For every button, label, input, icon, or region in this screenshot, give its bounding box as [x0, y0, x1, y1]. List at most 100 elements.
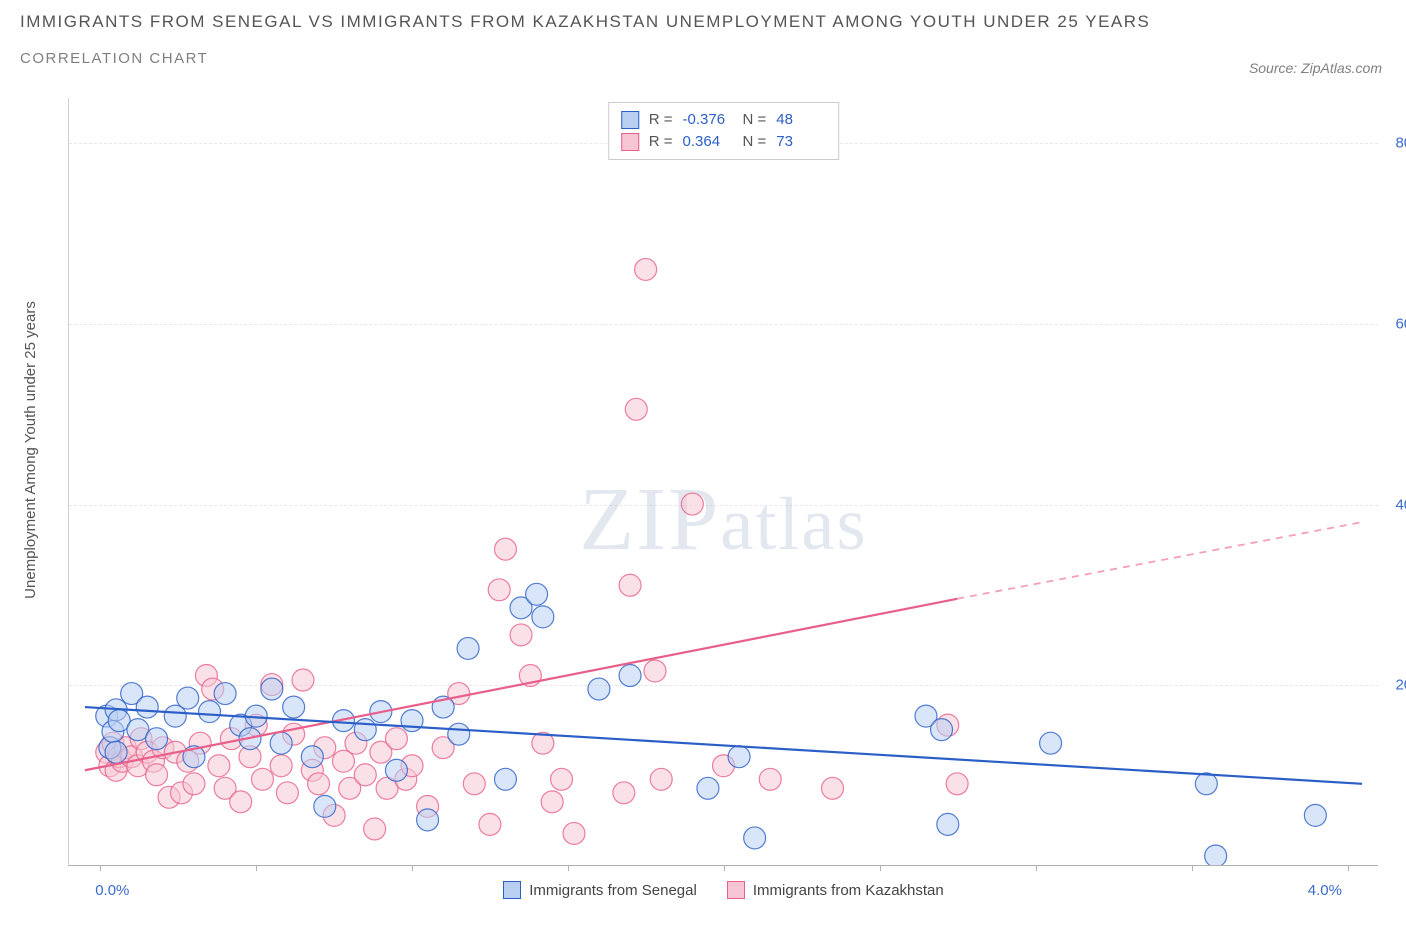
- source-label: Source: ZipAtlas.com: [1249, 60, 1382, 76]
- swatch-kazakhstan-icon: [621, 133, 639, 151]
- data-point: [931, 719, 953, 741]
- data-point: [457, 637, 479, 659]
- r-value: 0.364: [683, 131, 733, 153]
- data-point: [385, 728, 407, 750]
- data-point: [214, 683, 236, 705]
- data-point: [463, 773, 485, 795]
- data-point: [364, 818, 386, 840]
- data-point: [314, 795, 336, 817]
- data-point: [937, 813, 959, 835]
- data-point: [136, 696, 158, 718]
- x-tick-label: 0.0%: [95, 882, 129, 899]
- data-point: [644, 660, 666, 682]
- legend-item-senegal: Immigrants from Senegal: [503, 881, 697, 899]
- x-tick: [1348, 865, 1349, 871]
- data-point: [292, 669, 314, 691]
- data-point: [510, 624, 532, 646]
- data-point: [308, 773, 330, 795]
- y-tick-label: 80.0%: [1383, 135, 1406, 152]
- r-value: -0.376: [683, 109, 733, 131]
- data-point: [613, 782, 635, 804]
- chart-title-block: IMMIGRANTS FROM SENEGAL VS IMMIGRANTS FR…: [20, 12, 1386, 67]
- x-tick: [1036, 865, 1037, 871]
- data-point: [551, 768, 573, 790]
- data-point: [541, 791, 563, 813]
- data-point: [183, 773, 205, 795]
- data-point: [488, 579, 510, 601]
- data-point: [270, 755, 292, 777]
- data-point: [1040, 732, 1062, 754]
- trend-line: [957, 522, 1362, 599]
- data-point: [1195, 773, 1217, 795]
- n-label: N =: [743, 109, 767, 131]
- r-label: R =: [649, 131, 673, 153]
- data-point: [251, 768, 273, 790]
- x-tick: [880, 865, 881, 871]
- data-point: [526, 583, 548, 605]
- legend-stats-row: R = -0.376 N = 48: [621, 109, 827, 131]
- chart-title: IMMIGRANTS FROM SENEGAL VS IMMIGRANTS FR…: [20, 12, 1386, 32]
- data-point: [401, 710, 423, 732]
- data-point: [146, 728, 168, 750]
- y-axis-label: Unemployment Among Youth under 25 years: [22, 301, 39, 599]
- data-point: [105, 741, 127, 763]
- data-point: [208, 755, 230, 777]
- legend-stats: R = -0.376 N = 48 R = 0.364 N = 73: [608, 102, 840, 160]
- legend-bottom: Immigrants from Senegal Immigrants from …: [69, 881, 1378, 899]
- chart-subtitle: CORRELATION CHART: [20, 50, 1386, 67]
- n-value: 48: [776, 109, 826, 131]
- data-point: [146, 764, 168, 786]
- y-tick-label: 60.0%: [1383, 315, 1406, 332]
- data-point: [199, 701, 221, 723]
- data-point: [417, 809, 439, 831]
- x-tick: [100, 865, 101, 871]
- data-point: [354, 719, 376, 741]
- swatch-senegal-icon: [621, 111, 639, 129]
- swatch-kazakhstan-icon: [727, 881, 745, 899]
- data-point: [759, 768, 781, 790]
- data-point: [681, 493, 703, 515]
- x-tick: [568, 865, 569, 871]
- legend-label: Immigrants from Senegal: [529, 882, 697, 899]
- data-point: [177, 687, 199, 709]
- data-point: [494, 538, 516, 560]
- data-point: [283, 696, 305, 718]
- x-tick: [724, 865, 725, 871]
- data-point: [385, 759, 407, 781]
- x-tick: [256, 865, 257, 871]
- data-point: [230, 791, 252, 813]
- data-point: [1205, 845, 1227, 865]
- data-point: [270, 732, 292, 754]
- data-point: [354, 764, 376, 786]
- swatch-senegal-icon: [503, 881, 521, 899]
- data-point: [635, 258, 657, 280]
- data-point: [697, 777, 719, 799]
- data-point: [625, 398, 647, 420]
- n-label: N =: [743, 131, 767, 153]
- y-tick-label: 20.0%: [1383, 677, 1406, 694]
- data-point: [1304, 804, 1326, 826]
- data-point: [276, 782, 298, 804]
- data-point: [479, 813, 501, 835]
- x-tick: [412, 865, 413, 871]
- legend-label: Immigrants from Kazakhstan: [753, 882, 944, 899]
- data-point: [532, 606, 554, 628]
- data-point: [822, 777, 844, 799]
- scatter-plot: [69, 98, 1378, 865]
- data-point: [728, 746, 750, 768]
- r-label: R =: [649, 109, 673, 131]
- data-point: [563, 822, 585, 844]
- legend-stats-row: R = 0.364 N = 73: [621, 131, 827, 153]
- x-tick-label: 4.0%: [1308, 882, 1342, 899]
- legend-item-kazakhstan: Immigrants from Kazakhstan: [727, 881, 944, 899]
- data-point: [588, 678, 610, 700]
- data-point: [494, 768, 516, 790]
- data-point: [448, 723, 470, 745]
- x-tick: [1192, 865, 1193, 871]
- data-point: [650, 768, 672, 790]
- y-tick-label: 40.0%: [1383, 496, 1406, 513]
- data-point: [261, 678, 283, 700]
- data-point: [946, 773, 968, 795]
- data-point: [301, 746, 323, 768]
- chart-area: ZIPatlas R = -0.376 N = 48 R = 0.364 N =…: [68, 98, 1378, 866]
